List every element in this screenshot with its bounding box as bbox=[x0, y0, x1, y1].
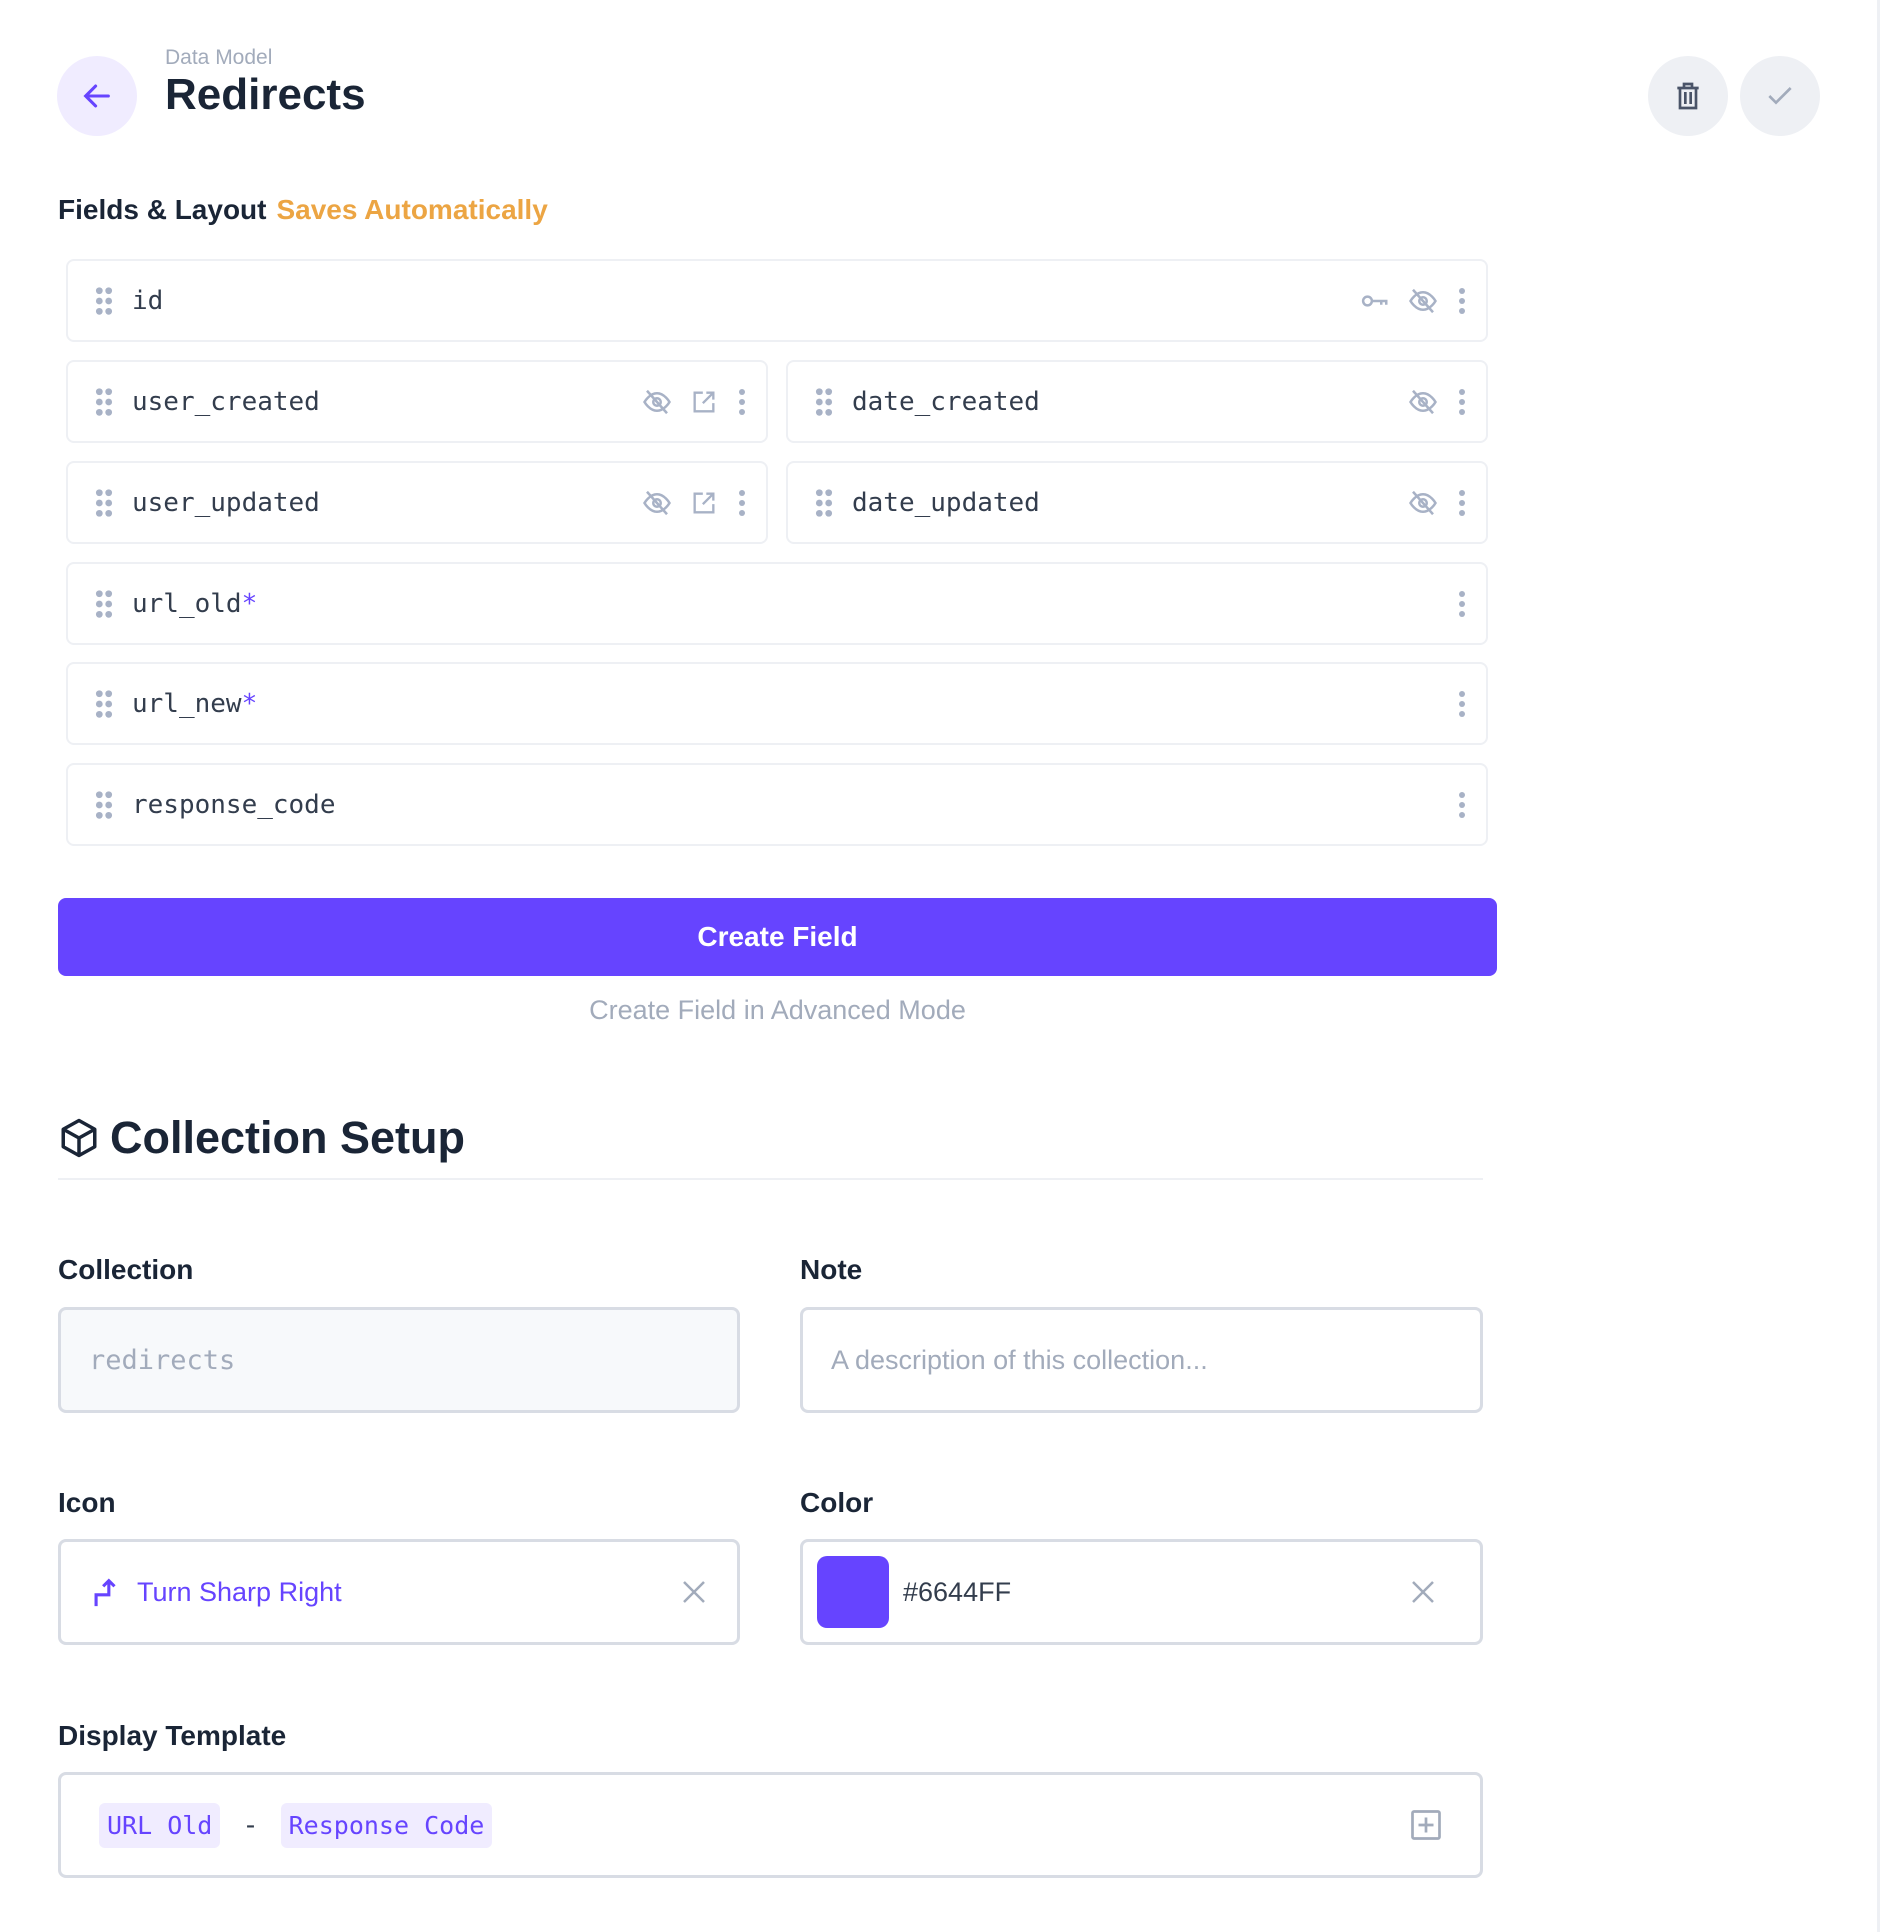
note-placeholder: A description of this collection... bbox=[831, 1344, 1208, 1375]
box-icon bbox=[61, 1118, 97, 1158]
eye-off-icon[interactable] bbox=[1408, 488, 1438, 518]
drag-handle-icon[interactable] bbox=[814, 387, 834, 417]
eye-off-icon[interactable] bbox=[1408, 286, 1438, 316]
drag-handle-icon[interactable] bbox=[94, 790, 114, 820]
eye-off-icon[interactable] bbox=[642, 488, 672, 518]
more-vertical-icon[interactable] bbox=[1456, 689, 1468, 719]
field-name: date_updated bbox=[852, 487, 1040, 518]
collection-value: redirects bbox=[89, 1344, 236, 1376]
save-button[interactable] bbox=[1740, 56, 1820, 136]
page-title: Redirects bbox=[165, 70, 366, 119]
more-vertical-icon[interactable] bbox=[1456, 589, 1468, 619]
field-name: user_updated bbox=[132, 487, 320, 518]
field-name: date_created bbox=[852, 386, 1040, 417]
required-marker: * bbox=[241, 588, 258, 619]
drag-handle-icon[interactable] bbox=[94, 387, 114, 417]
drag-handle-icon[interactable] bbox=[814, 488, 834, 518]
more-vertical-icon[interactable] bbox=[736, 488, 748, 518]
check-icon bbox=[1768, 87, 1792, 105]
fields-section-title: Fields & Layout bbox=[58, 194, 267, 225]
field-name: response_code bbox=[132, 789, 336, 820]
icon-select[interactable]: Turn Sharp Right bbox=[58, 1539, 740, 1645]
close-icon[interactable] bbox=[679, 1577, 709, 1607]
color-swatch[interactable] bbox=[817, 1556, 889, 1628]
more-vertical-icon[interactable] bbox=[1456, 387, 1468, 417]
field-row-url_old[interactable]: url_old* bbox=[66, 562, 1488, 645]
field-name: url_new* bbox=[132, 688, 258, 719]
arrow-left-icon bbox=[83, 84, 110, 108]
back-button[interactable] bbox=[57, 56, 137, 136]
icon-label: Icon bbox=[58, 1487, 116, 1518]
field-row-user_updated[interactable]: user_updated bbox=[66, 461, 768, 544]
add-field-icon[interactable] bbox=[1408, 1807, 1444, 1843]
field-row-response_code[interactable]: response_code bbox=[66, 763, 1488, 846]
required-marker: * bbox=[241, 688, 258, 719]
external-link-icon[interactable] bbox=[690, 489, 718, 517]
color-label: Color bbox=[800, 1487, 874, 1518]
divider bbox=[58, 1178, 1483, 1180]
field-row-url_new[interactable]: url_new* bbox=[66, 662, 1488, 745]
delete-button[interactable] bbox=[1648, 56, 1728, 136]
icon-value: Turn Sharp Right bbox=[137, 1576, 342, 1607]
fields-section-header: Fields & Layout Saves Automatically bbox=[58, 194, 548, 226]
eye-off-icon[interactable] bbox=[642, 387, 672, 417]
color-input[interactable]: #6644FF bbox=[800, 1539, 1483, 1645]
more-vertical-icon[interactable] bbox=[1456, 790, 1468, 820]
note-input[interactable]: A description of this collection... bbox=[800, 1307, 1483, 1413]
close-icon[interactable] bbox=[1408, 1577, 1438, 1607]
autosave-status: Saves Automatically bbox=[276, 194, 548, 225]
drag-handle-icon[interactable] bbox=[94, 589, 114, 619]
collection-input[interactable]: redirects bbox=[58, 1307, 740, 1413]
collection-setup-title: Collection Setup bbox=[110, 1112, 466, 1163]
display-template-input[interactable]: URL Old - Response Code bbox=[58, 1772, 1483, 1878]
field-row-user_created[interactable]: user_created bbox=[66, 360, 768, 443]
collection-setup-heading: Collection Setup bbox=[58, 1112, 465, 1164]
more-vertical-icon[interactable] bbox=[736, 387, 748, 417]
drag-handle-icon[interactable] bbox=[94, 689, 114, 719]
breadcrumb[interactable]: Data Model bbox=[165, 46, 273, 69]
eye-off-icon[interactable] bbox=[1408, 387, 1438, 417]
key-icon[interactable] bbox=[1360, 286, 1390, 316]
template-token[interactable]: Response Code bbox=[280, 1802, 493, 1848]
field-name: url_old* bbox=[132, 588, 258, 619]
collection-label: Collection bbox=[58, 1254, 194, 1285]
external-link-icon[interactable] bbox=[690, 388, 718, 416]
color-value: #6644FF bbox=[903, 1576, 1012, 1607]
note-label: Note bbox=[800, 1254, 863, 1285]
more-vertical-icon[interactable] bbox=[1456, 286, 1468, 316]
display-template-label: Display Template bbox=[58, 1720, 287, 1751]
turn-sharp-right-icon bbox=[94, 1578, 116, 1607]
trash-icon bbox=[1677, 82, 1699, 110]
field-name: id bbox=[132, 285, 164, 316]
create-field-button[interactable]: Create Field bbox=[58, 898, 1497, 976]
scrollbar-edge bbox=[1877, 0, 1880, 1932]
template-token[interactable]: URL Old bbox=[99, 1802, 221, 1848]
field-row-date_created[interactable]: date_created bbox=[786, 360, 1488, 443]
template-separator: - bbox=[242, 1809, 259, 1841]
more-vertical-icon[interactable] bbox=[1456, 488, 1468, 518]
create-field-advanced-link[interactable]: Create Field in Advanced Mode bbox=[589, 995, 966, 1025]
drag-handle-icon[interactable] bbox=[94, 488, 114, 518]
drag-handle-icon[interactable] bbox=[94, 286, 114, 316]
field-row-id[interactable]: id bbox=[66, 259, 1488, 342]
field-row-date_updated[interactable]: date_updated bbox=[786, 461, 1488, 544]
field-name: user_created bbox=[132, 386, 320, 417]
